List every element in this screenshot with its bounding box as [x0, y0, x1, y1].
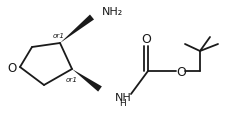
Text: NH: NH	[115, 92, 132, 102]
Text: H: H	[119, 99, 125, 108]
Text: O: O	[141, 33, 151, 46]
Text: O: O	[176, 66, 186, 79]
Polygon shape	[60, 15, 94, 44]
Text: or1: or1	[66, 76, 78, 82]
Text: or1: or1	[53, 33, 65, 39]
Text: NH₂: NH₂	[102, 7, 123, 17]
Polygon shape	[72, 69, 102, 92]
Text: O: O	[7, 62, 17, 75]
